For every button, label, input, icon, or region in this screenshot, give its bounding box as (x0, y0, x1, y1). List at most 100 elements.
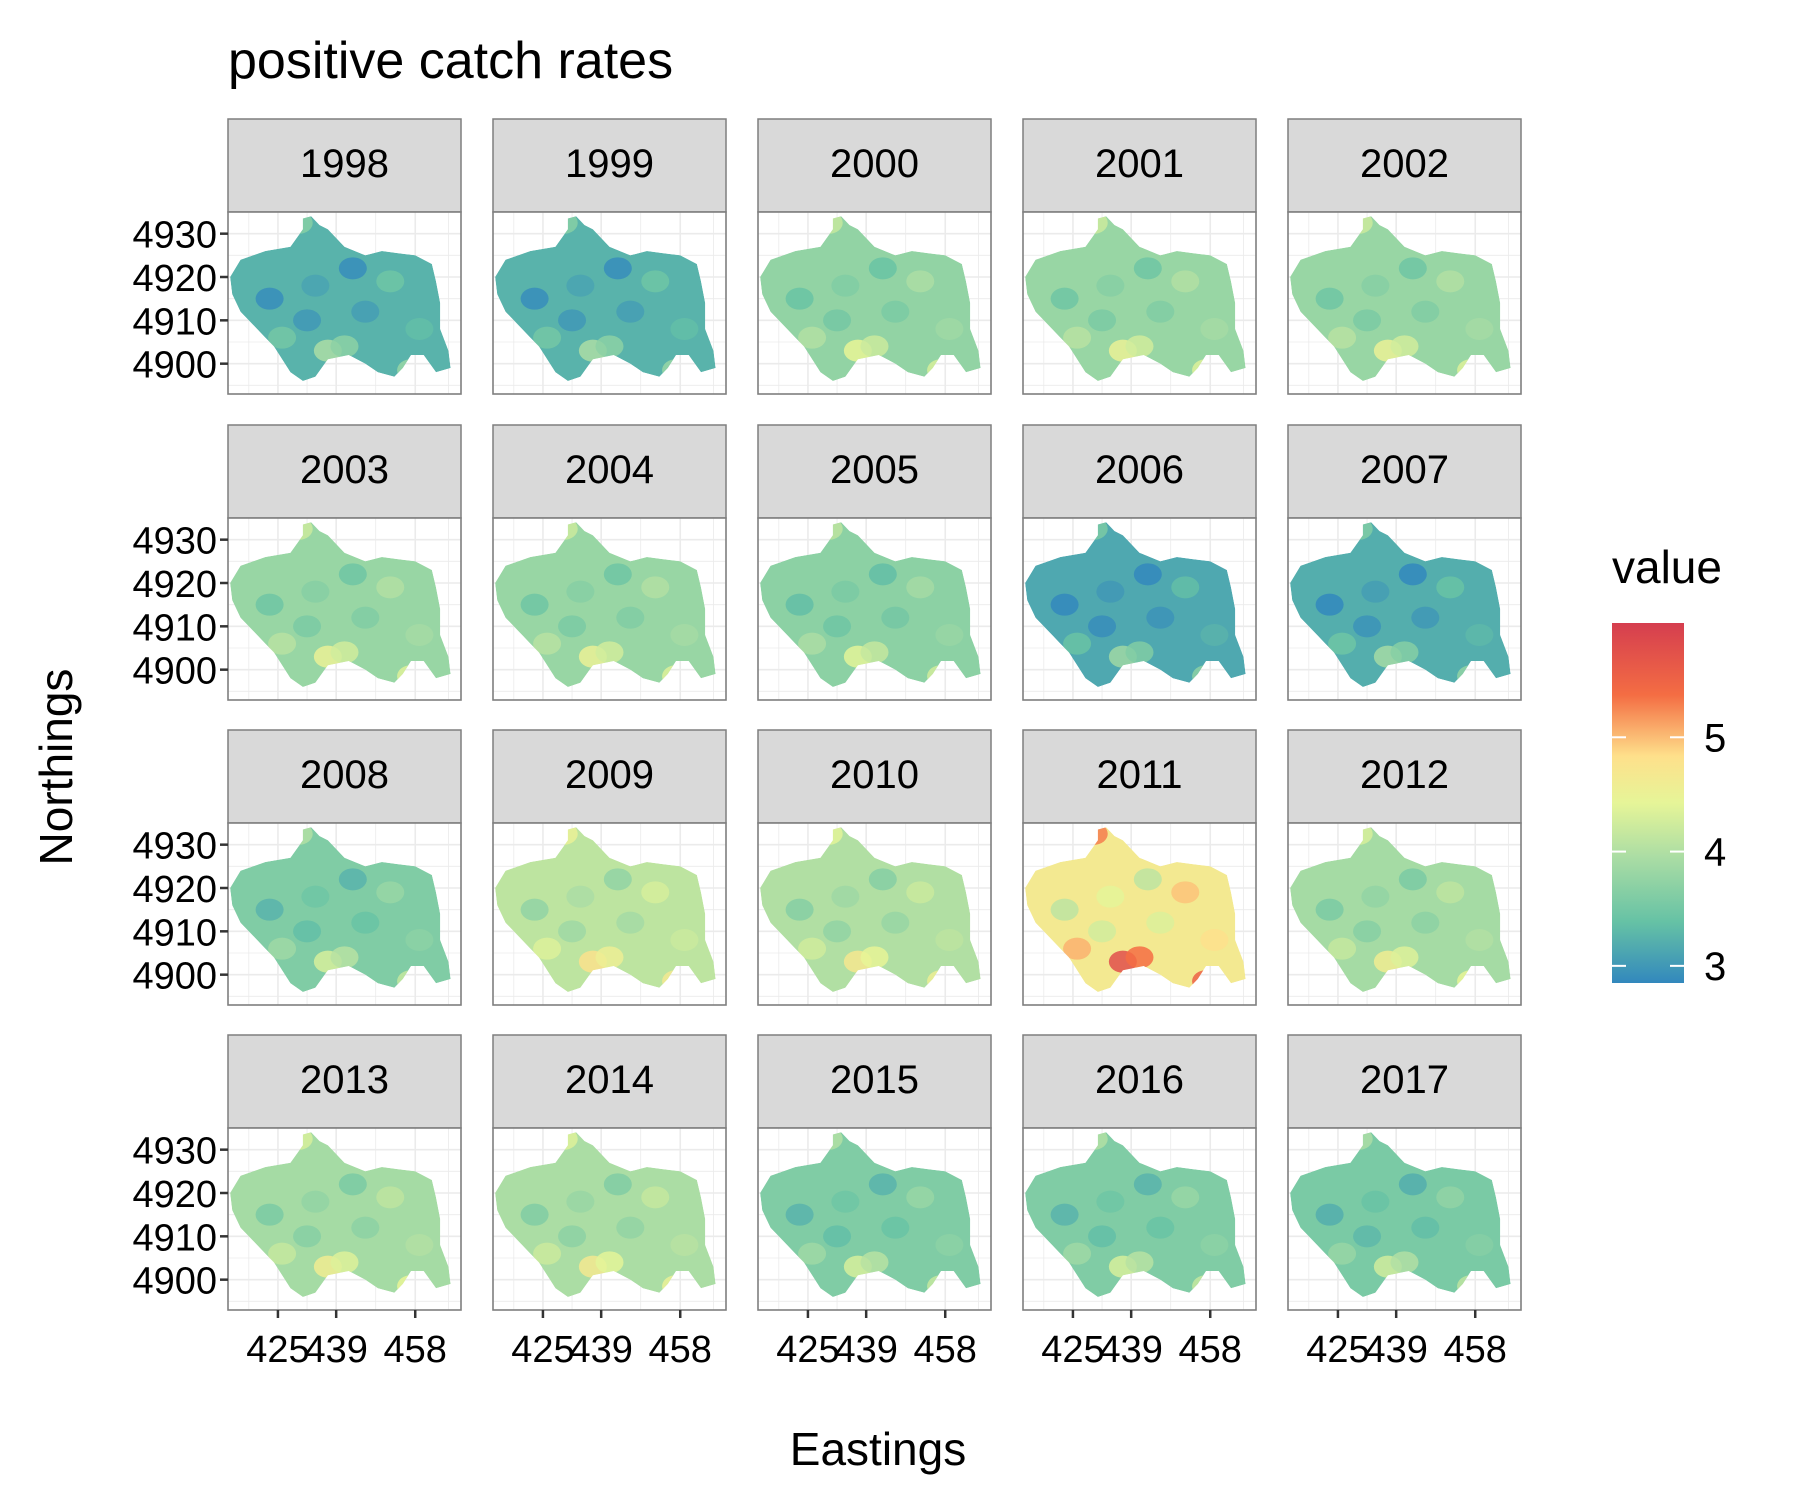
y-tick-label: 4910 (132, 912, 217, 954)
map-hotspot (595, 1251, 624, 1274)
map-hotspot (1063, 1242, 1092, 1265)
y-tick-label: 4930 (132, 521, 217, 563)
map-hotspot (906, 1186, 935, 1209)
map-hotspot (1146, 300, 1175, 323)
map-hotspot (860, 946, 889, 969)
map-hotspot (670, 318, 699, 340)
facet-panel: 2010 (757, 729, 992, 1006)
catch-rate-map (495, 216, 716, 381)
map-hotspot (338, 1173, 367, 1196)
map-hotspot (405, 624, 434, 646)
facet-panel: 2006 (1022, 424, 1257, 701)
catch-rate-map (760, 522, 981, 687)
map-hotspot (906, 576, 935, 599)
map-hotspot (1361, 885, 1390, 908)
facet-strip-label: 2002 (1360, 142, 1449, 186)
map-hotspot (1436, 881, 1465, 904)
panel-border (757, 211, 992, 395)
map-hotspot (1328, 937, 1357, 960)
facet-panel: 2002 (1287, 118, 1522, 395)
facet-panel: 2015 (757, 1034, 992, 1311)
map-hotspot (1096, 274, 1125, 297)
panel-border (227, 517, 462, 701)
map-hotspot (301, 885, 330, 908)
map-hotspot (351, 911, 380, 934)
map-hotspot (520, 898, 549, 921)
map-hotspot (595, 641, 624, 664)
map-hotspot (293, 1225, 322, 1248)
map-hotspot (1171, 881, 1200, 904)
facet-strip-label: 2016 (1095, 1058, 1184, 1102)
map-hotspot (1436, 270, 1465, 293)
facet-strip-label: 2000 (830, 142, 919, 186)
map-hotspot (1133, 1173, 1162, 1196)
facet-panel: 2001 (1022, 118, 1257, 395)
facet-strip (757, 424, 992, 519)
facet-panel: 2016 (1022, 1034, 1257, 1311)
map-hotspot (1361, 580, 1390, 603)
facet-panel: 2005 (757, 424, 992, 701)
map-hotspot (1398, 1173, 1427, 1196)
legend-tick-label: 4 (1704, 831, 1726, 875)
facet-panel: 1998 (227, 118, 462, 395)
x-tick-label: 458 (384, 1329, 447, 1371)
map-hotspot (533, 1242, 562, 1265)
map-hotspot (785, 1203, 814, 1226)
panel-border (492, 1127, 727, 1311)
catch-rate-map (760, 216, 981, 381)
map-hotspot (881, 1216, 910, 1239)
x-tick-label: 425 (1041, 1329, 1104, 1371)
color-legend: value 3 4 5 (1612, 541, 1726, 989)
y-tick-label: 4930 (132, 1131, 217, 1173)
facet-strip-label: 2003 (300, 448, 389, 492)
map-hotspot (1171, 1186, 1200, 1209)
map-hotspot (255, 1203, 284, 1226)
map-hotspot (558, 309, 587, 332)
x-tick-label: 425 (246, 1329, 309, 1371)
map-hotspot (1050, 593, 1079, 616)
map-hotspot (405, 1234, 434, 1256)
catch-rate-map (760, 1132, 981, 1297)
map-hotspot (533, 937, 562, 960)
map-hotspot (1200, 624, 1229, 646)
map-hotspot (1096, 580, 1125, 603)
facet-strip (1287, 118, 1522, 213)
map-hotspot (351, 606, 380, 629)
facet-strip-label: 2009 (565, 753, 654, 797)
map-hotspot (1315, 593, 1344, 616)
map-hotspot (1200, 1234, 1229, 1256)
map-hotspot (1390, 335, 1419, 358)
map-hotspot (338, 563, 367, 586)
facet-panel: 2014 (492, 1034, 727, 1311)
facet-strip (1287, 729, 1522, 824)
facet-strip (492, 424, 727, 519)
map-hotspot (376, 881, 405, 904)
map-hotspot (1133, 257, 1162, 280)
y-tick-label: 4930 (132, 826, 217, 868)
map-hotspot (1328, 632, 1357, 655)
map-hotspot (330, 335, 359, 358)
map-hotspot (268, 632, 297, 655)
map-hotspot (595, 946, 624, 969)
map-hotspot (376, 576, 405, 599)
map-hotspot (255, 898, 284, 921)
map-hotspot (1125, 335, 1154, 358)
facet-panels: 1998 1999 2000 2001 2002 2003 2004 2005 2006 2007… (227, 118, 1522, 1311)
axes: 4930492049104900493049204910490049304920… (132, 215, 1506, 1371)
catch-rate-map (1290, 1132, 1511, 1297)
map-hotspot (595, 335, 624, 358)
map-hotspot (1171, 270, 1200, 293)
map-hotspot (293, 615, 322, 638)
map-hotspot (831, 274, 860, 297)
map-hotspot (1050, 1203, 1079, 1226)
map-hotspot (935, 624, 964, 646)
map-hotspot (868, 563, 897, 586)
panel-border (1022, 822, 1257, 1006)
panel-border (227, 1127, 462, 1311)
facet-panel: 2000 (757, 118, 992, 395)
map-hotspot (566, 274, 595, 297)
map-hotspot (301, 1190, 330, 1213)
facet-strip (757, 729, 992, 824)
map-hotspot (1315, 898, 1344, 921)
catch-rate-map (230, 827, 451, 992)
